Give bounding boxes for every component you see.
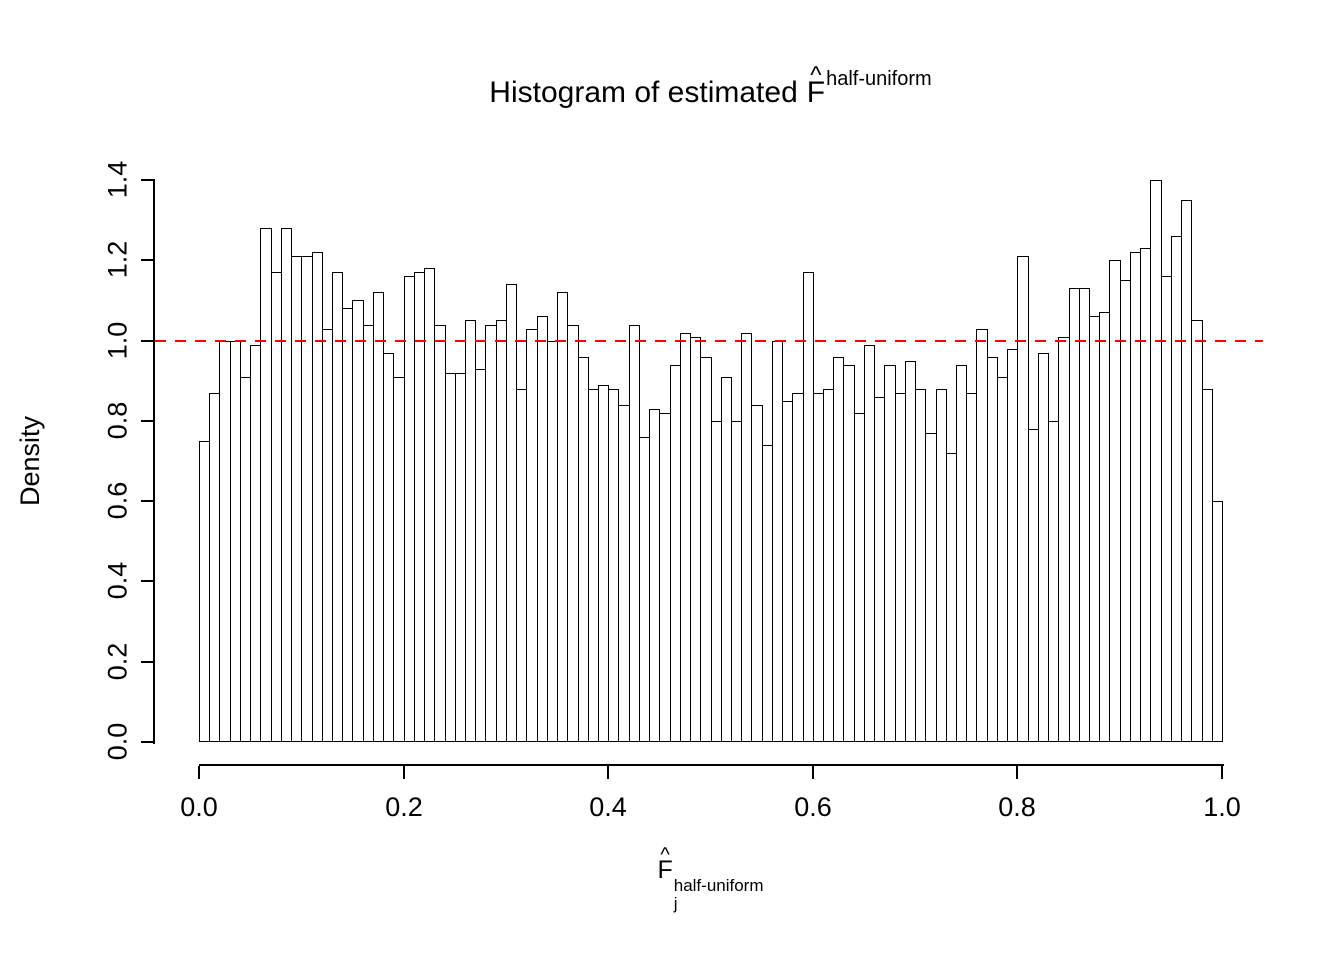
plot-area — [155, 180, 1263, 742]
x-tick — [812, 766, 814, 779]
y-tick-label: 0.4 — [102, 561, 133, 600]
hat-accent-icon: ^ — [810, 62, 822, 90]
y-tick — [141, 259, 153, 261]
f-hat-symbol: F ^ — [657, 844, 673, 885]
f-hat-symbol: F ^ — [806, 62, 826, 110]
chart-title: Histogram of estimated F ^ half-uniform — [199, 62, 1222, 110]
chart-title-text: Histogram of estimated — [489, 76, 798, 109]
x-tick — [198, 766, 200, 779]
x-tick — [1221, 766, 1223, 779]
y-tick — [141, 340, 153, 342]
y-tick — [141, 420, 153, 422]
x-tick-label: 0.8 — [998, 792, 1036, 822]
f-symbol: F — [806, 76, 826, 109]
y-tick-label: 0.8 — [102, 401, 133, 440]
y-tick — [141, 580, 153, 582]
x-tick — [607, 766, 609, 779]
y-tick — [141, 500, 153, 502]
y-tick-label: 1.0 — [102, 321, 133, 360]
x-axis-title-scripts: half-uniform j — [674, 877, 764, 913]
x-axis-title: F ^ half-uniform j — [199, 844, 1222, 913]
x-tick-label: 1.0 — [1203, 792, 1241, 822]
x-tick-label: 0.2 — [385, 792, 423, 822]
histogram-bar — [1212, 501, 1223, 742]
y-tick-label: 0.6 — [102, 481, 133, 520]
y-tick-label: 1.2 — [102, 240, 133, 279]
f-symbol: F — [657, 856, 673, 884]
y-tick — [141, 179, 153, 181]
y-axis-title: Density — [15, 415, 45, 507]
y-tick — [141, 661, 153, 663]
chart-title-superscript: half-uniform — [826, 68, 932, 90]
x-tick — [1016, 766, 1018, 779]
y-tick — [141, 741, 153, 743]
x-axis-title-subscript: j — [673, 893, 678, 913]
y-tick-label: 0.2 — [102, 642, 133, 681]
y-tick-label: 1.4 — [102, 160, 133, 199]
x-axis-title-superscript: half-uniform — [673, 876, 764, 895]
y-axis: 0.0 0.2 0.4 0.6 0.8 1.0 1.2 1.4 — [103, 161, 155, 760]
y-tick-label: 0.0 — [102, 722, 133, 761]
x-axis: 0.0 0.2 0.4 0.6 0.8 1.0 — [180, 764, 1241, 822]
x-tick — [403, 766, 405, 779]
x-tick-label: 0.6 — [794, 792, 832, 822]
x-tick-label: 0.0 — [180, 792, 218, 822]
hat-accent-icon: ^ — [660, 844, 670, 867]
reference-line — [155, 340, 1263, 342]
x-tick-label: 0.4 — [589, 792, 627, 822]
